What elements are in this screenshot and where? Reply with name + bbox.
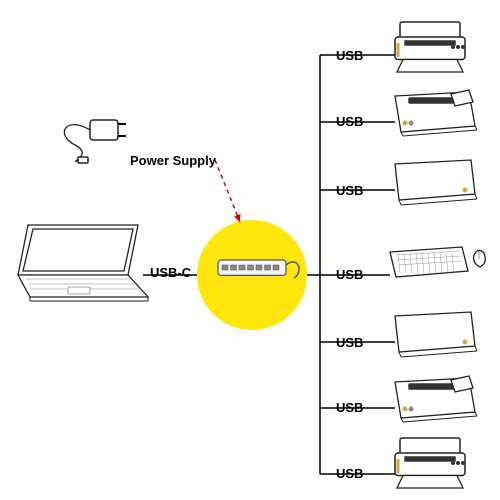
device-printer-7 <box>395 438 465 488</box>
label-usb-7: USB <box>336 466 363 481</box>
device-laptop <box>18 225 148 301</box>
device-hdd-5 <box>395 312 477 357</box>
connection-power-arrow <box>215 160 241 222</box>
device-keyboard_mouse-4 <box>390 247 485 277</box>
label-usb-6: USB <box>336 400 363 415</box>
label-power-supply: Power Supply <box>130 153 216 168</box>
device-power-adapter <box>64 120 126 163</box>
label-usb-1: USB <box>336 48 363 63</box>
label-usb-4: USB <box>336 267 363 282</box>
device-card_reader-2 <box>395 90 477 136</box>
label-usb-5: USB <box>336 335 363 350</box>
device-hdd-3 <box>395 160 477 205</box>
device-peripherals <box>390 22 485 488</box>
device-card_reader-6 <box>395 376 477 422</box>
device-printer-1 <box>395 22 465 72</box>
label-usb-2: USB <box>336 114 363 129</box>
hub-diagram <box>0 0 500 500</box>
label-usb-3: USB <box>336 183 363 198</box>
label-usb-c: USB-C <box>150 265 191 280</box>
